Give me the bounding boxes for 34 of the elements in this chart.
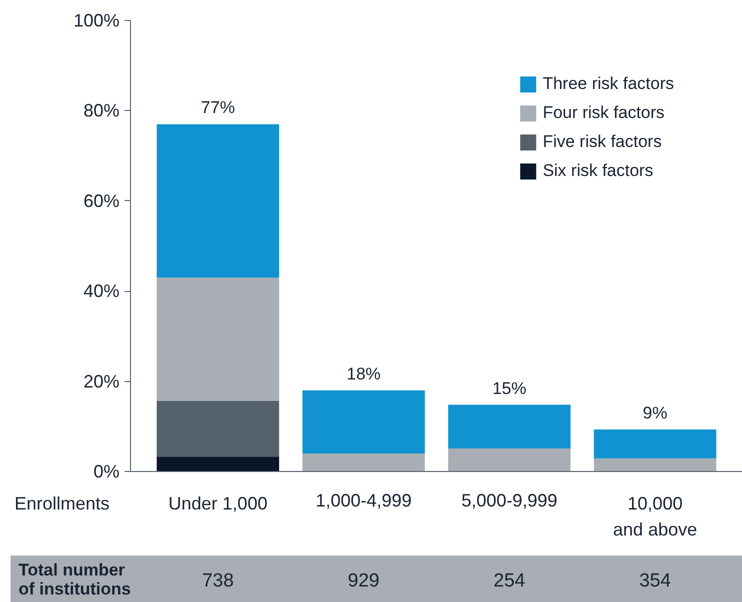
legend-label: Five risk factors: [542, 132, 662, 152]
y-tick-label: 20%: [83, 371, 120, 392]
text: 738: [202, 570, 234, 592]
y-tick-label: 40%: [83, 281, 120, 302]
bar: [594, 458, 716, 472]
x-tick-label: 5,000-9,999: [461, 490, 558, 510]
text: 254: [494, 570, 526, 592]
bar: [448, 404, 571, 448]
legend-label: Four risk factors: [542, 103, 665, 123]
y-tick-label: 60%: [83, 190, 120, 211]
bar: [156, 124, 280, 278]
x-axis-title: Enrollments: [14, 494, 110, 514]
total-label: 18%: [346, 364, 381, 384]
legend-label: Three risk factors: [542, 74, 674, 94]
bar: [156, 278, 280, 401]
bar: [156, 456, 280, 472]
y-tick-label: 100%: [73, 10, 120, 30]
bar: [594, 430, 716, 458]
total-label: 77%: [200, 98, 235, 118]
x-tick-label: Under 1,000: [168, 494, 268, 514]
text: 929: [348, 570, 380, 592]
bar: [156, 400, 280, 457]
y-tick-label: 80%: [83, 100, 120, 121]
text: 354: [639, 570, 672, 592]
total-label: 15%: [492, 378, 526, 398]
x-tick-label: 10,000 and above: [613, 494, 698, 540]
text: Total number of institutions: [18, 560, 131, 598]
bar: [302, 390, 425, 454]
legend-label: Six risk factors: [542, 161, 654, 181]
y-tick-label: 0%: [93, 462, 120, 482]
total-label: 9%: [642, 404, 668, 423]
bar: [302, 453, 425, 472]
x-tick-label: 1,000-4,999: [316, 490, 412, 510]
bar: [448, 448, 571, 472]
